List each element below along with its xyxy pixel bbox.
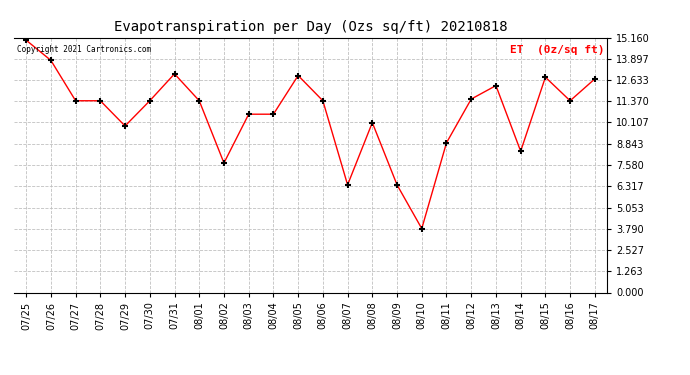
Text: ET  (0z/sq ft): ET (0z/sq ft) [510, 45, 604, 55]
Text: Copyright 2021 Cartronics.com: Copyright 2021 Cartronics.com [17, 45, 151, 54]
Title: Evapotranspiration per Day (Ozs sq/ft) 20210818: Evapotranspiration per Day (Ozs sq/ft) 2… [114, 20, 507, 33]
